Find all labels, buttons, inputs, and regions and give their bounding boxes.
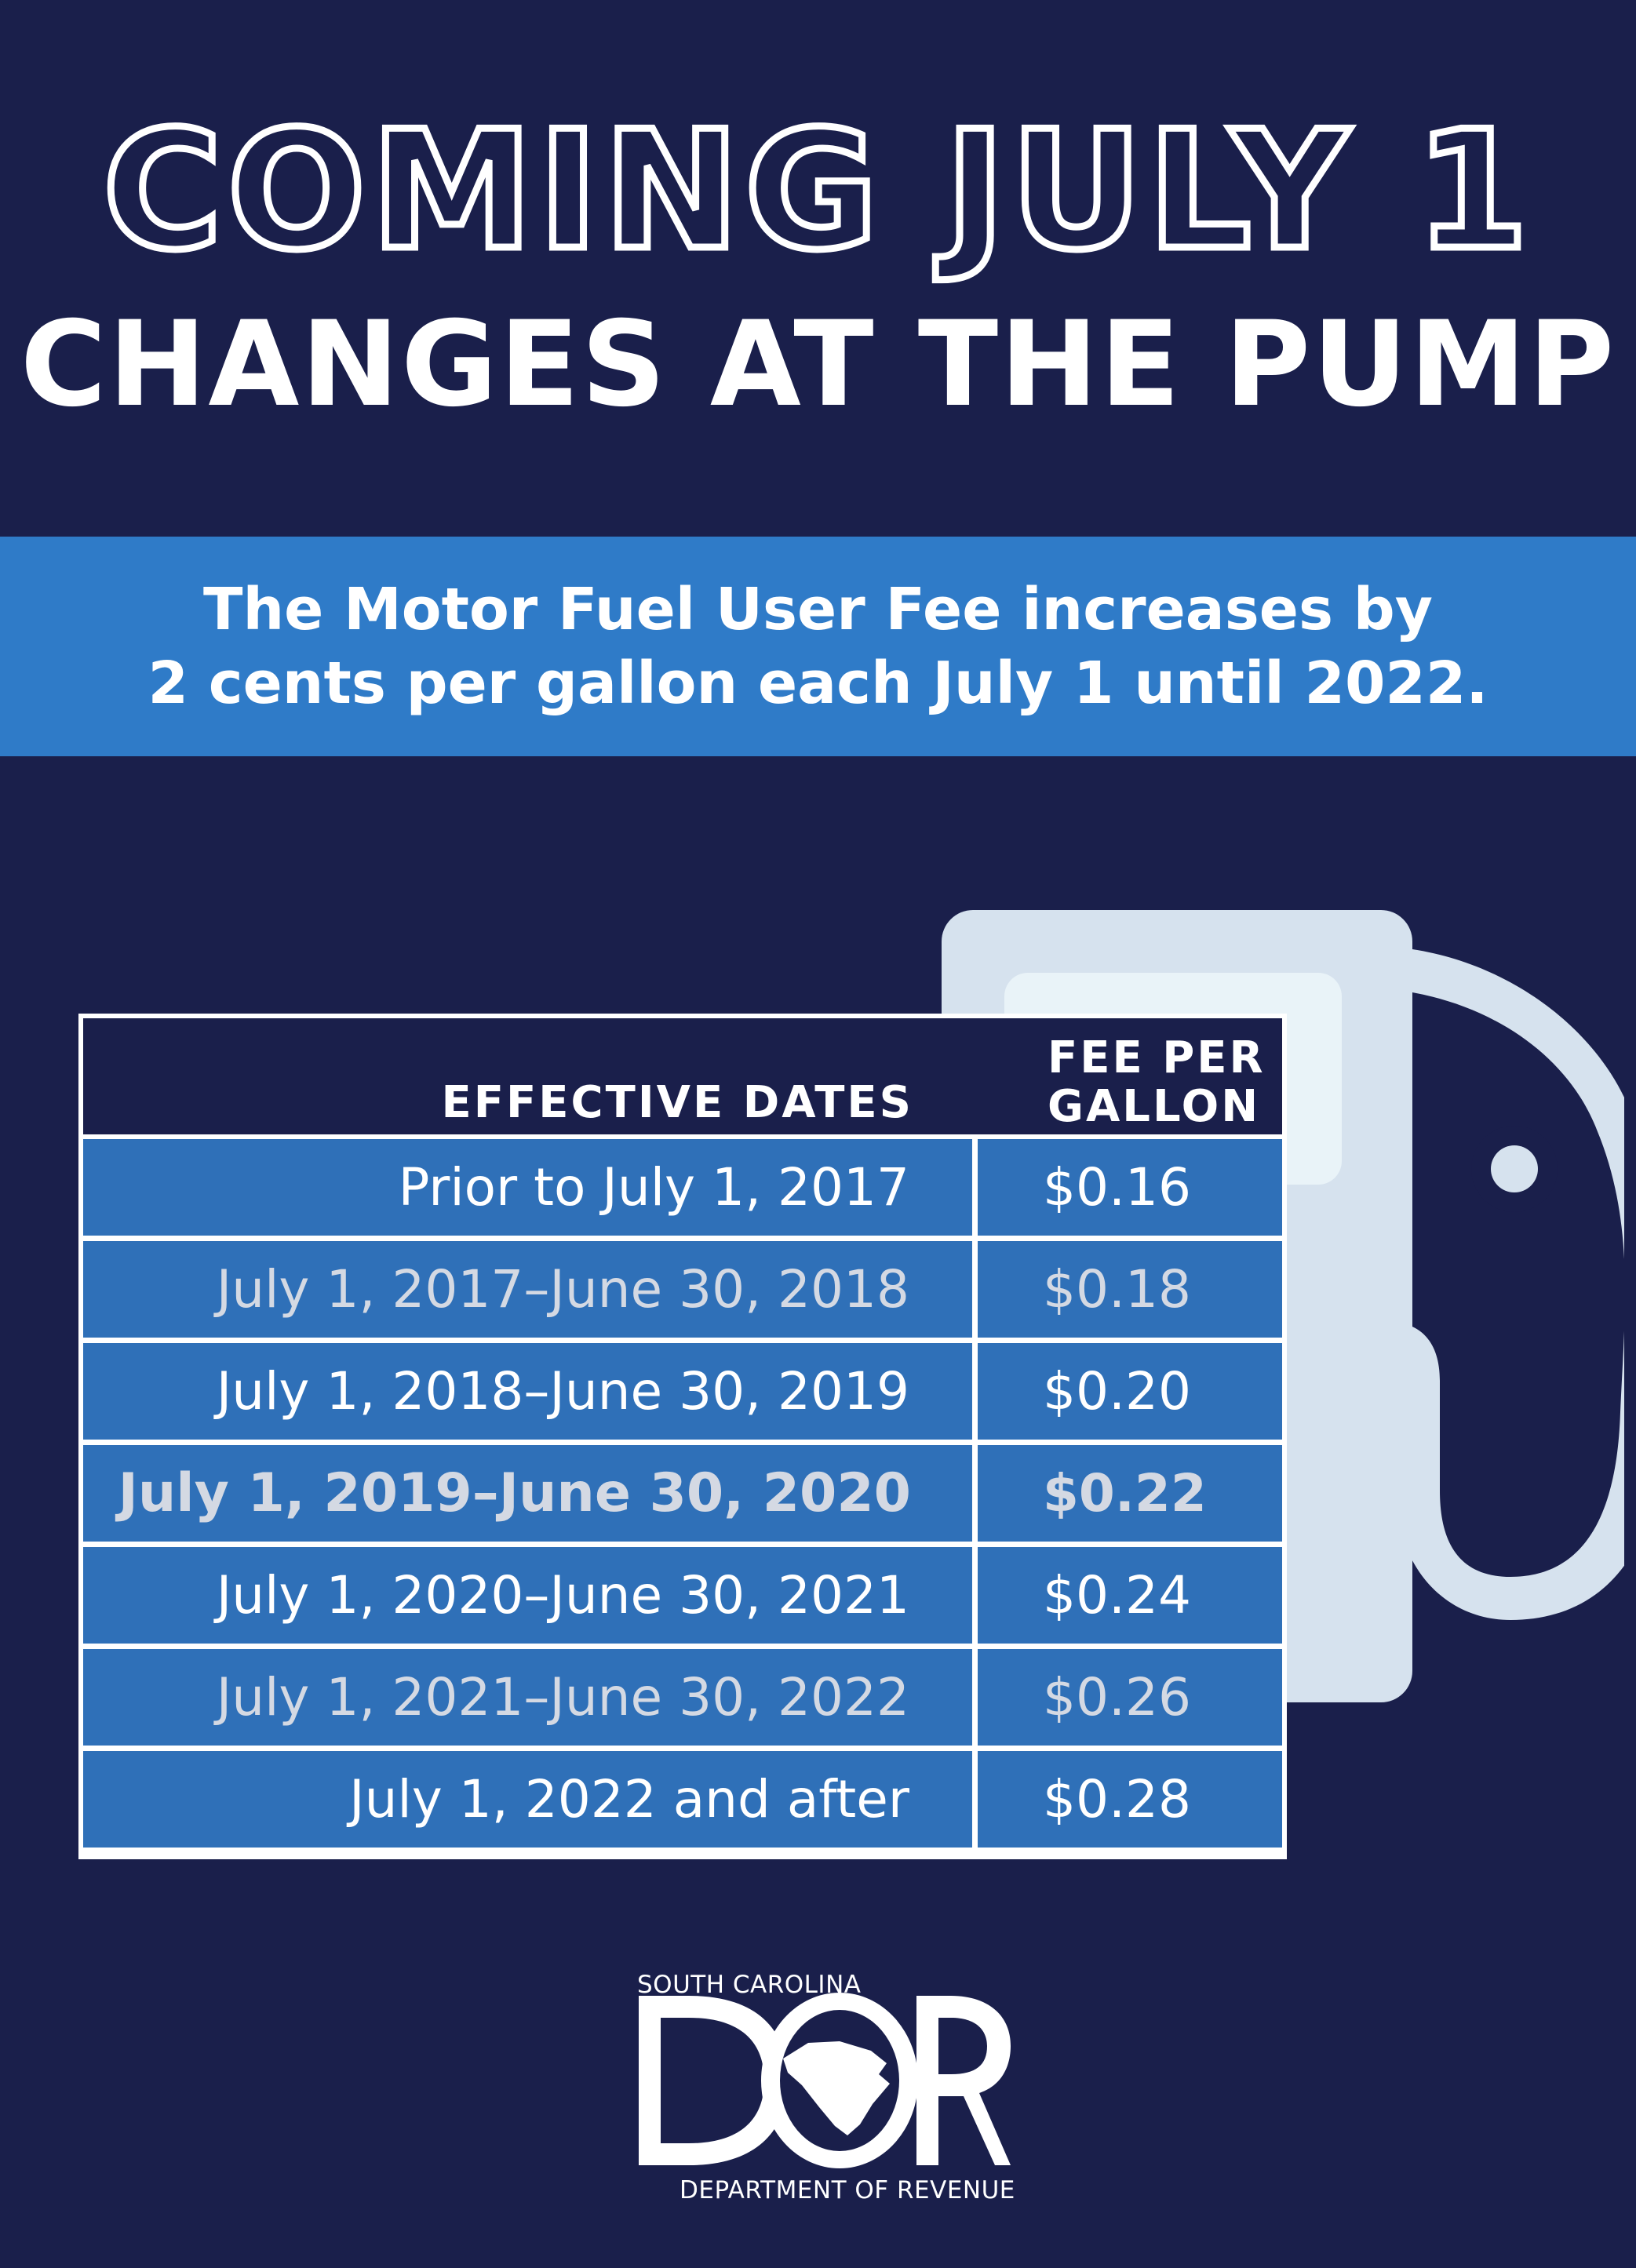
- date-text: July 1, 2018–June 30, 2019: [216, 1361, 909, 1422]
- date-cell: July 1, 2019–June 30, 2020: [83, 1445, 972, 1542]
- date-text: July 1, 2020–June 30, 2021: [216, 1565, 909, 1625]
- table-row: Prior to July 1, 2017 $0.16: [83, 1139, 1282, 1236]
- fee-text: $0.22: [1043, 1463, 1207, 1524]
- fee-text: $0.26: [1043, 1667, 1191, 1727]
- date-text: July 1, 2022 and after: [349, 1769, 909, 1829]
- logo-dor-letters: [639, 1993, 1011, 2168]
- table-header: EFFECTIVE DATES FEE PER GALLON: [83, 1018, 1282, 1134]
- logo-department-name: DEPARTMENT OF REVENUE: [680, 2176, 1015, 2204]
- info-banner: [0, 537, 1636, 756]
- south-carolina-state-icon: [783, 2041, 890, 2135]
- column-header-fee-per-gallon: FEE PER GALLON: [1048, 1034, 1266, 1131]
- logo-state-name: SOUTH CAROLINA: [637, 1971, 862, 1999]
- date-cell: July 1, 2018–June 30, 2019: [83, 1343, 972, 1440]
- fee-text: $0.28: [1043, 1769, 1191, 1829]
- column-header-fee-line-2: GALLON: [1048, 1081, 1261, 1132]
- table-row: July 1, 2018–June 30, 2019 $0.20: [83, 1343, 1282, 1440]
- date-text: July 1, 2021–June 30, 2022: [216, 1667, 909, 1727]
- table-row: July 1, 2022 and after $0.28: [83, 1751, 1282, 1848]
- fee-text: $0.16: [1043, 1157, 1191, 1218]
- fee-text: $0.20: [1043, 1361, 1191, 1422]
- table-row: July 1, 2020–June 30, 2021 $0.24: [83, 1547, 1282, 1644]
- date-cell: July 1, 2017–June 30, 2018: [83, 1241, 972, 1338]
- fee-text: $0.18: [1043, 1259, 1191, 1320]
- fee-cell: $0.24: [978, 1547, 1282, 1644]
- fee-cell: $0.18: [978, 1241, 1282, 1338]
- banner-line-1: The Motor Fuel User Fee increases by: [203, 576, 1433, 643]
- sc-dor-logo: SOUTH CAROLINA DEPARTMENT OF REVENUE: [634, 1971, 1015, 2206]
- date-text: July 1, 2017–June 30, 2018: [216, 1259, 909, 1320]
- column-header-effective-dates: EFFECTIVE DATES: [441, 1077, 913, 1128]
- fee-cell: $0.20: [978, 1343, 1282, 1440]
- column-header-fee-line-1: FEE PER: [1048, 1032, 1266, 1083]
- fee-text: $0.24: [1043, 1565, 1191, 1625]
- date-cell: July 1, 2020–June 30, 2021: [83, 1547, 972, 1644]
- fee-cell: $0.16: [978, 1139, 1282, 1236]
- date-cell: July 1, 2021–June 30, 2022: [83, 1649, 972, 1746]
- date-cell: Prior to July 1, 2017: [83, 1139, 972, 1236]
- fee-cell: $0.22: [978, 1445, 1282, 1542]
- table-row: July 1, 2017–June 30, 2018 $0.18: [83, 1241, 1282, 1338]
- table-row: July 1, 2021–June 30, 2022 $0.26: [83, 1649, 1282, 1746]
- date-cell: July 1, 2022 and after: [83, 1751, 972, 1848]
- headline-changes-at-the-pump: CHANGES AT THE PUMP: [20, 297, 1616, 433]
- info-banner-text: The Motor Fuel User Fee increases by 2 c…: [0, 573, 1636, 720]
- fee-cell: $0.28: [978, 1751, 1282, 1848]
- table-row-current: July 1, 2019–June 30, 2020 $0.22: [83, 1445, 1282, 1542]
- date-text: July 1, 2019–June 30, 2020: [118, 1462, 911, 1524]
- banner-line-2: 2 cents per gallon each July 1 until 202…: [148, 650, 1488, 717]
- fee-table: EFFECTIVE DATES FEE PER GALLON Prior to …: [78, 1014, 1287, 1859]
- headline-coming-july-1: COMING JULY 1: [99, 96, 1534, 286]
- fee-cell: $0.26: [978, 1649, 1282, 1746]
- date-text: Prior to July 1, 2017: [398, 1157, 909, 1218]
